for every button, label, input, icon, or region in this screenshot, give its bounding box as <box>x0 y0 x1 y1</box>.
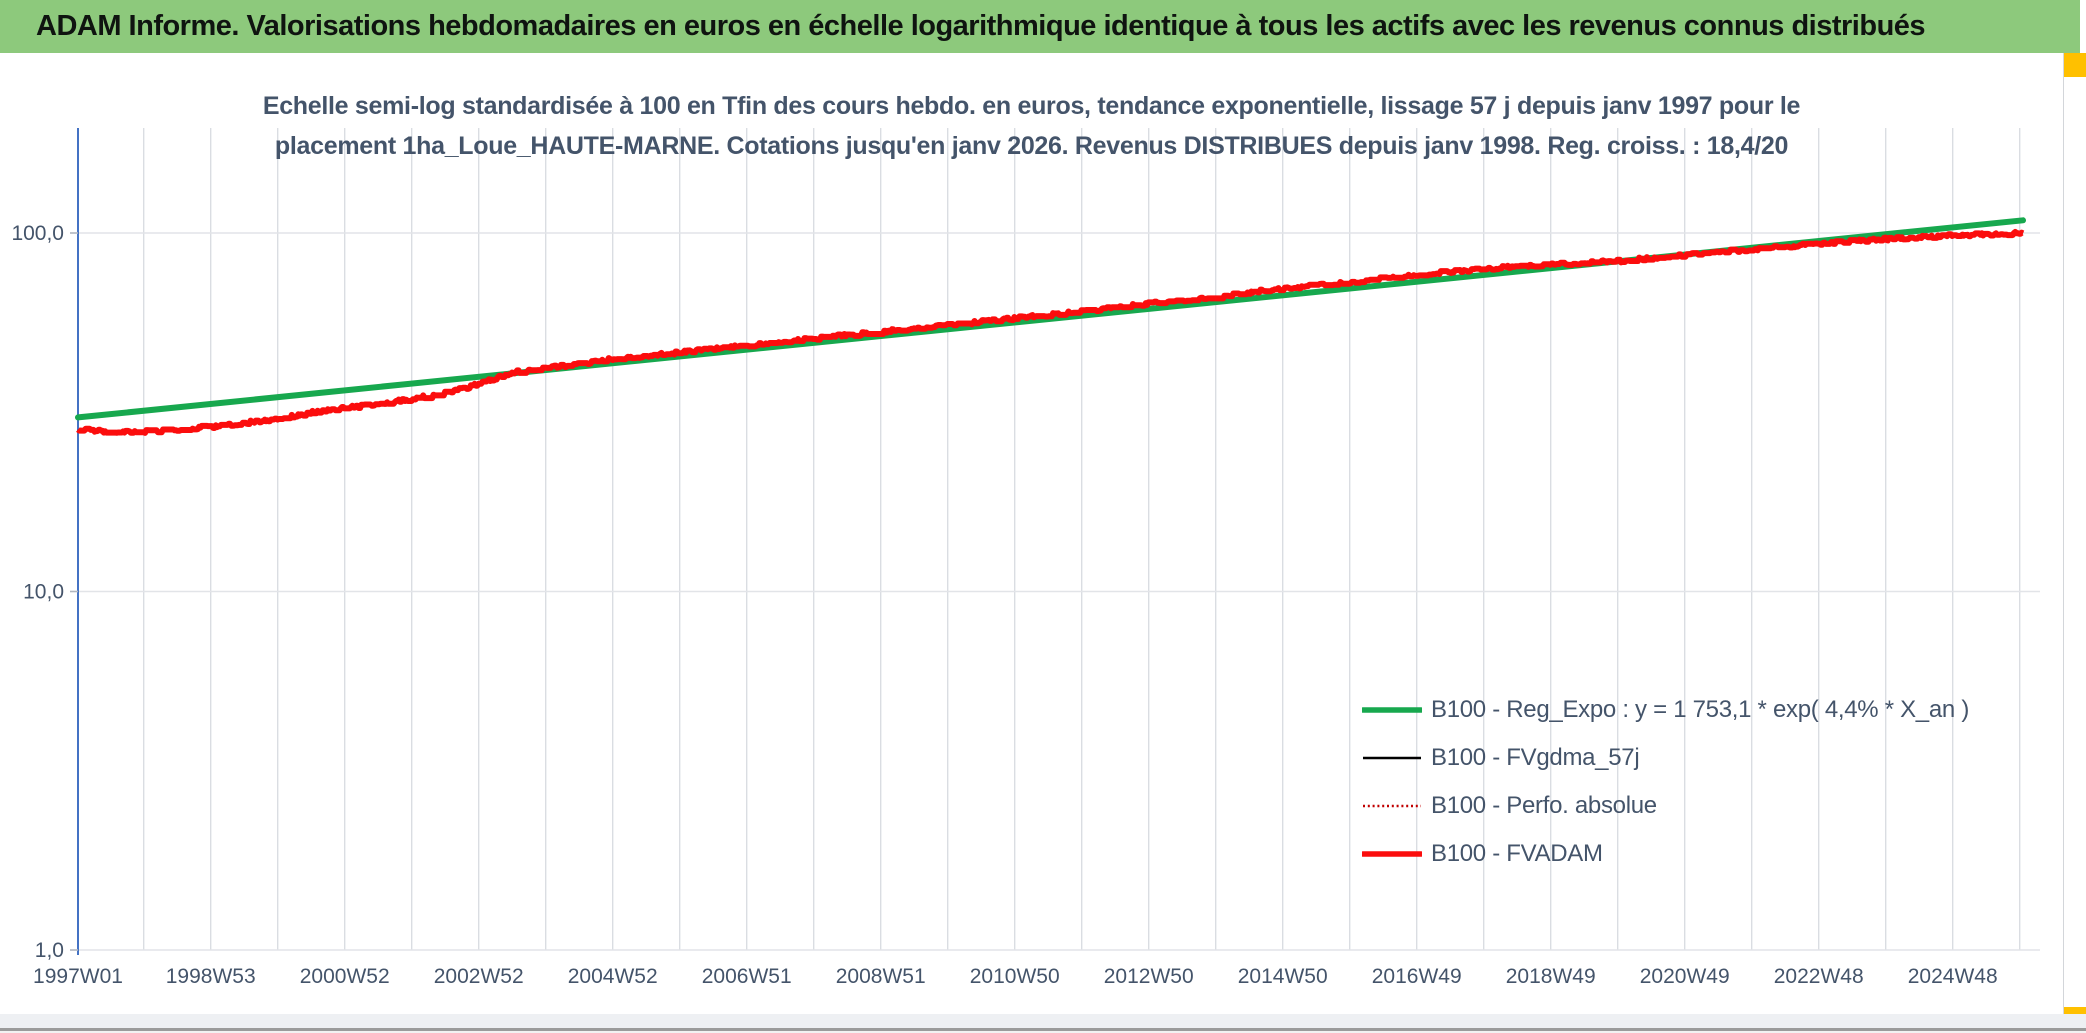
legend-solid-thin-line-icon <box>1362 752 1422 764</box>
x-tick-label: 1997W01 <box>33 965 123 988</box>
x-tick-label: 2016W49 <box>1372 965 1462 988</box>
legend-solid-thick-line-icon <box>1362 848 1422 860</box>
legend-dotted-line-icon <box>1362 800 1422 812</box>
chart-panel: 100,0 10,0 1,0 1997W01 1998W53 2000W52 2002W52… <box>0 53 2064 1014</box>
x-tick-label: 2012W50 <box>1104 965 1194 988</box>
x-tick-label: 2004W52 <box>568 965 658 988</box>
x-tick-label: 1998W53 <box>166 965 256 988</box>
x-tick-label: 2000W52 <box>300 965 390 988</box>
bottom-divider-line <box>0 1028 2086 1031</box>
report-title-bar: ADAM Informe. Valorisations hebdomadaire… <box>0 0 2080 54</box>
x-tick-label: 2020W49 <box>1640 965 1730 988</box>
gold-accent-top-right <box>2063 53 2086 77</box>
legend-item: B100 - Perfo. absolue <box>1362 782 1969 830</box>
legend-solid-thick-line-icon <box>1362 704 1422 716</box>
series-fvadam-line <box>76 229 2025 436</box>
x-tick-label: 2024W48 <box>1908 965 1998 988</box>
bottom-footer-area <box>0 1031 2086 1033</box>
x-tick-label: 2010W50 <box>970 965 1060 988</box>
y-axis-labels: 100,0 10,0 1,0 <box>11 222 64 962</box>
y-tick-label: 10,0 <box>23 581 64 604</box>
legend-label: B100 - FVADAM <box>1431 840 1603 867</box>
x-tick-label: 2008W51 <box>836 965 926 988</box>
legend-label: B100 - FVgdma_57j <box>1431 744 1640 771</box>
x-tick-label: 2014W50 <box>1238 965 1328 988</box>
y-tick-label: 1,0 <box>35 939 64 962</box>
legend-label: B100 - Perfo. absolue <box>1431 792 1657 819</box>
x-tick-label: 2018W49 <box>1506 965 1596 988</box>
y-gridlines <box>78 232 2040 951</box>
chart-legend: B100 - Reg_Expo : y = 1 753,1 * exp( 4,4… <box>1362 686 1969 878</box>
x-axis-labels: 1997W01 1998W53 2000W52 2002W52 2004W52 2006W… <box>33 965 1998 988</box>
page-title: ADAM Informe. Valorisations hebdomadaire… <box>36 10 1926 42</box>
x-tick-label: 2022W48 <box>1774 965 1864 988</box>
x-tick-label: 2002W52 <box>434 965 524 988</box>
legend-item: B100 - FVgdma_57j <box>1362 734 1969 782</box>
legend-item: B100 - FVADAM <box>1362 830 1969 878</box>
x-tick-label: 2006W51 <box>702 965 792 988</box>
legend-label: B100 - Reg_Expo : y = 1 753,1 * exp( 4,4… <box>1431 696 1970 723</box>
chart-plot-area: 100,0 10,0 1,0 1997W01 1998W53 2000W52 2002W52… <box>11 128 2040 988</box>
x-gridlines <box>142 128 2021 950</box>
y-tick-label: 100,0 <box>11 222 64 245</box>
legend-item: B100 - Reg_Expo : y = 1 753,1 * exp( 4,4… <box>1362 686 1969 734</box>
